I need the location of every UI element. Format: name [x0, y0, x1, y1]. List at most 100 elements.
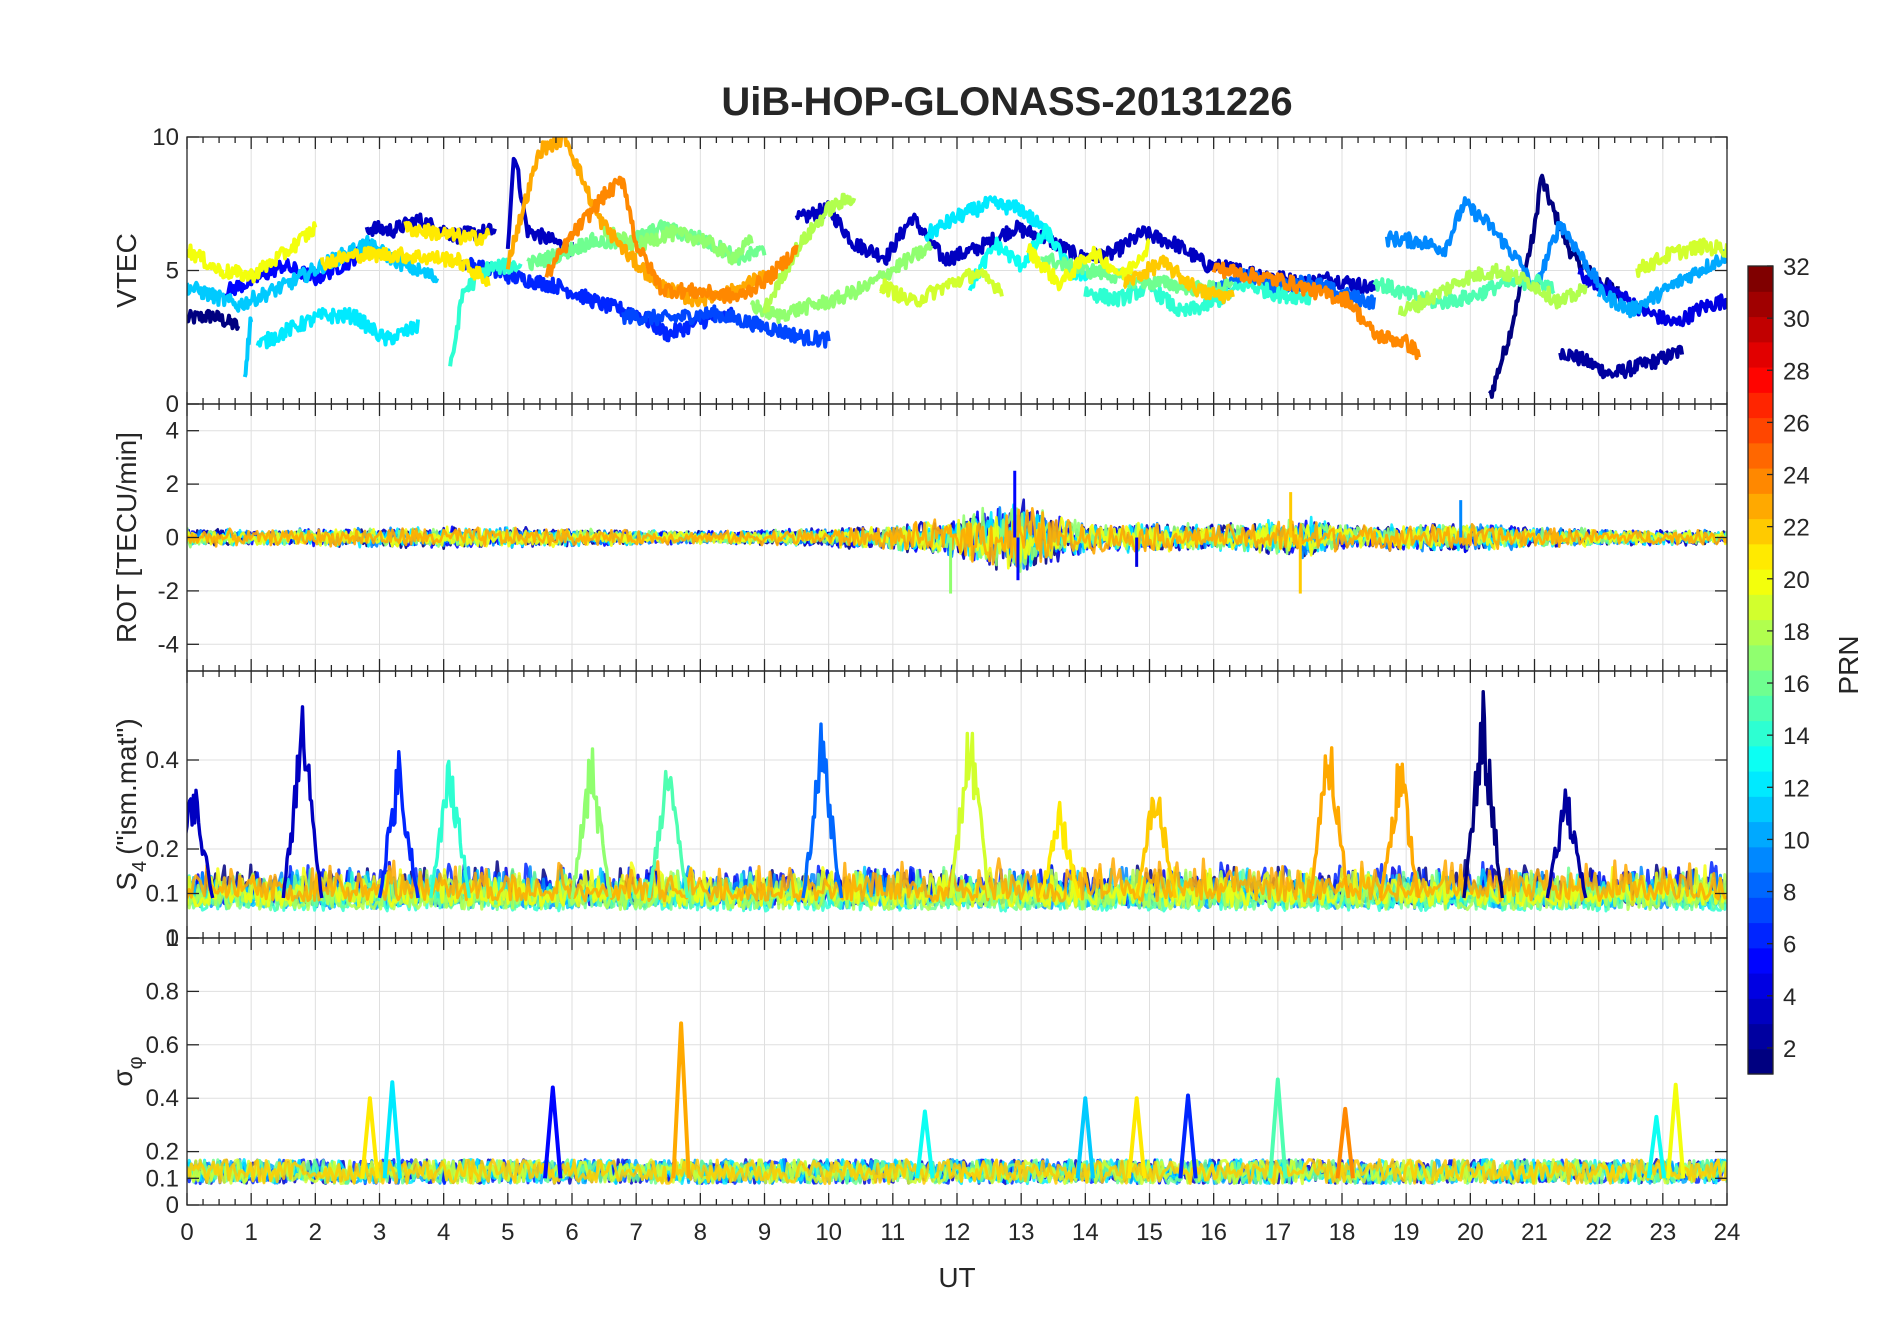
x-tick-label: 15: [1136, 1219, 1163, 1246]
vtec-series-prn-24: [544, 175, 799, 304]
x-tick-label: 23: [1649, 1219, 1676, 1246]
colorbar-level: [1748, 341, 1773, 368]
y-tick-label: 0.6: [146, 1032, 179, 1059]
colorbar-level: [1748, 846, 1773, 873]
x-tick-label: 10: [815, 1219, 842, 1246]
sigma-peak-prn-13: [1646, 1114, 1667, 1179]
colorbar-tick-label: 24: [1783, 463, 1810, 490]
vtec-series-prn-22: [1123, 254, 1235, 305]
x-tick-label: 7: [629, 1219, 642, 1246]
vtec-series-prn-11: [242, 316, 254, 378]
colorbar-level: [1748, 468, 1773, 494]
sigma-peak-prn-24: [1335, 1106, 1355, 1179]
vtec-series-prn-24: [1211, 261, 1421, 361]
colorbar-level: [1748, 998, 1773, 1025]
colorbar-tick-label: 12: [1783, 775, 1810, 802]
s4-peak-prn-17: [570, 747, 613, 899]
y-tick-label: 2: [166, 471, 179, 498]
sigma-peak-prn-20: [1666, 1082, 1686, 1179]
colorbar-level: [1748, 619, 1773, 646]
data-layer: [187, 690, 1727, 913]
sigma-peak-prn-11: [1075, 1096, 1095, 1179]
sigma-peak-prn-23: [671, 1021, 691, 1179]
sigma-series-prn-22: [187, 1158, 1727, 1186]
vtec-series-prn-10: [1596, 249, 1727, 319]
y-tick-label: 0.4: [146, 1085, 179, 1112]
panel-s4: 0 0.1 0.2 0.4 1 S4 ("ism.mat"): [111, 670, 1728, 952]
vtec-series-prn-1: [187, 308, 241, 331]
x-tick-label: 2: [309, 1219, 322, 1246]
colorbar-level: [1748, 644, 1773, 671]
colorbar-level: [1748, 947, 1773, 974]
colorbar-tick-label: 16: [1783, 671, 1810, 698]
colorbar-level: [1748, 543, 1773, 570]
colorbar-level: [1748, 316, 1773, 343]
vtec-series-prn-12: [255, 306, 420, 350]
vtec-series-prn-7: [621, 304, 831, 349]
vtec-series-prn-20: [187, 221, 318, 284]
chart-title: UiB-HOP-GLONASS-20131226: [721, 80, 1292, 124]
y-tick-label: 0.8: [146, 978, 179, 1005]
colorbar-level: [1748, 796, 1773, 823]
s4-peak-prn-15: [647, 769, 690, 899]
s4-peak-prn-6: [377, 750, 420, 899]
colorbar-level: [1748, 872, 1773, 898]
x-tick-label: 12: [944, 1219, 971, 1246]
sigma-peak-prn-6: [1178, 1093, 1198, 1179]
vtec-series-prn-21: [319, 245, 491, 287]
sigma-peak-prn-5: [543, 1085, 563, 1179]
y-tick-label: -2: [158, 578, 179, 605]
colorbar-level: [1748, 392, 1773, 419]
vtec-series-prn-17: [749, 241, 934, 324]
colorbar-frame: [1747, 265, 1774, 1075]
colorbar-tick-label: 32: [1783, 254, 1810, 281]
colorbar-tick-label: 10: [1783, 827, 1810, 854]
vtec-series-prn-3: [364, 212, 497, 245]
vtec-series-prn-11: [187, 234, 440, 313]
y-tick-label: 0: [166, 525, 179, 552]
data-layer: [187, 1021, 1727, 1186]
colorbar-level: [1748, 973, 1773, 999]
y-axis-label-main: σ: [107, 1069, 138, 1086]
colorbar-level: [1748, 594, 1773, 621]
vtec-series-prn-18: [762, 192, 857, 314]
colorbar-tick-label: 28: [1783, 358, 1810, 385]
colorbar-level: [1748, 442, 1773, 469]
y-tick-label: 0: [166, 1192, 179, 1219]
vtec-series-prn-19: [1635, 237, 1727, 278]
x-tick-label: 21: [1521, 1219, 1548, 1246]
sigma-peak-prn-21: [1127, 1096, 1147, 1179]
panel-rot: -4 -2 0 2 4 ROT [TECU/min]: [111, 403, 1728, 672]
colorbar-level: [1748, 922, 1773, 949]
y-axis-label-main: S: [111, 872, 142, 891]
y-axis-label: σφ: [107, 1056, 147, 1086]
colorbar-tick-label: 14: [1783, 723, 1810, 750]
x-tick-label: 14: [1072, 1219, 1099, 1246]
y-axis-label-sub: 4: [129, 861, 151, 872]
colorbar-tick-label: 20: [1783, 567, 1810, 594]
x-tick-label: 5: [501, 1219, 514, 1246]
colorbar-level: [1748, 821, 1773, 848]
vtec-series-prn-12: [923, 195, 1055, 244]
panel-vtec: 0 5 10 VTEC: [111, 124, 1728, 418]
colorbar-level: [1748, 1023, 1773, 1050]
y-axis-label: VTEC: [111, 233, 142, 308]
s4-peak-prn-21: [1038, 800, 1081, 899]
vtec-series-prn-15: [1372, 273, 1556, 310]
y-axis-label: S4 ("ism.mat"): [111, 718, 151, 890]
rot-series-prn-23: [187, 507, 1727, 568]
sigma-peak-prn-13: [915, 1109, 935, 1179]
colorbar-tick-label: 26: [1783, 410, 1810, 437]
s4-peak-prn-8: [801, 722, 844, 899]
x-tick-label: 24: [1714, 1219, 1741, 1246]
x-tick-label: 20: [1457, 1219, 1484, 1246]
x-tick-label: 16: [1200, 1219, 1227, 1246]
y-tick-label: 0.1: [146, 881, 179, 908]
vtec-series-prn-14: [1083, 276, 1312, 317]
colorbar-level: [1748, 266, 1773, 292]
x-tick-label: 18: [1329, 1219, 1356, 1246]
s4-peak-prn-23: [1308, 746, 1351, 899]
data-layer: [187, 470, 1727, 594]
